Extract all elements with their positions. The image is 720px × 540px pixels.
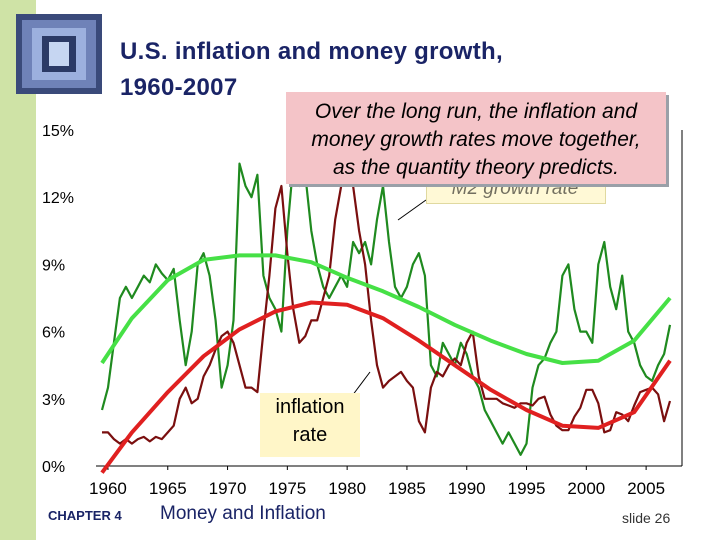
y-tick-label: 15% — [42, 123, 74, 140]
m2-trend-line — [100, 253, 672, 365]
callout-line-2: money growth rates move together, — [311, 128, 641, 151]
x-tick-label: 1980 — [328, 479, 366, 498]
inflation-trend-line — [100, 300, 672, 474]
x-tick-label: 2000 — [567, 479, 605, 498]
callout-box: Over the long run, the inflation and mon… — [286, 92, 666, 184]
y-tick-label: 12% — [42, 190, 74, 207]
title-line-2: 1960-2007 — [120, 74, 238, 101]
y-tick-label: 6% — [42, 325, 65, 342]
x-tick-label: 1960 — [89, 479, 127, 498]
x-tick-label: 1965 — [149, 479, 187, 498]
y-tick-label: 0% — [42, 459, 65, 476]
x-tick-label: 1975 — [268, 479, 306, 498]
callout-line-1: Over the long run, the inflation and — [314, 100, 638, 123]
x-tick-label: 1990 — [448, 479, 486, 498]
chapter-label: CHAPTER 4 — [48, 508, 122, 523]
inflation-line — [102, 162, 672, 445]
title-line-1: U.S. inflation and money growth, — [120, 38, 503, 65]
slide-title: U.S. inflation and money growth, 1960-20… — [120, 34, 640, 106]
inflation-label-leader — [351, 371, 371, 397]
x-tick-label: 1970 — [209, 479, 247, 498]
chapter-title: Money and Inflation — [160, 503, 326, 524]
inflation-label-line-1: inflation — [275, 396, 345, 418]
inflation-label-line-2: rate — [292, 424, 328, 446]
m2-growth-line — [100, 162, 672, 456]
m2-label-leader — [397, 199, 427, 221]
y-tick-label: 9% — [42, 257, 65, 274]
y-tick-label: 3% — [42, 392, 65, 409]
inflation-series-label: inflation rate — [260, 393, 360, 457]
x-tick-label: 1995 — [508, 479, 546, 498]
window-logo-icon — [16, 14, 102, 94]
x-tick-label: 2005 — [627, 479, 665, 498]
slide-number: slide 26 — [622, 510, 671, 526]
callout-line-3: as the quantity theory predicts. — [333, 156, 619, 179]
x-tick-label: 1985 — [388, 479, 426, 498]
